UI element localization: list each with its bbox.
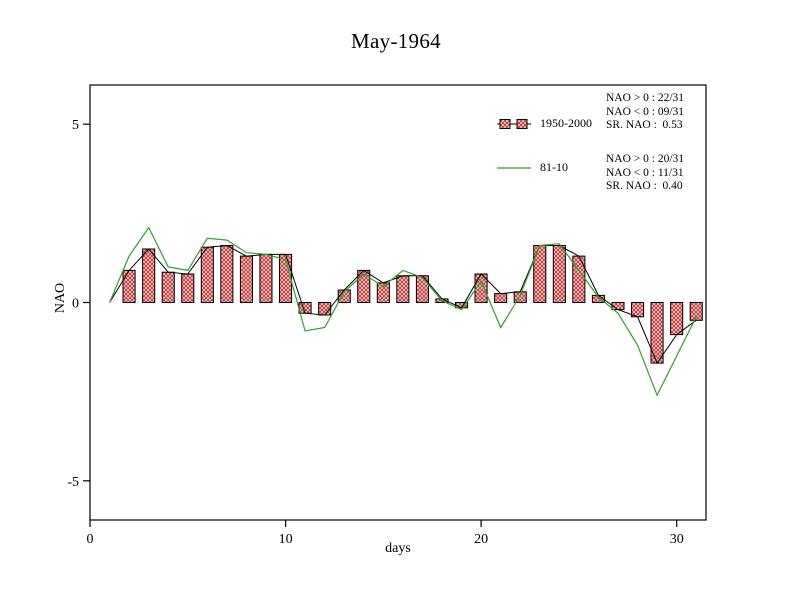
svg-text:5: 5: [72, 118, 79, 133]
legend-item-line: 81-10: [497, 160, 568, 175]
svg-text:0: 0: [72, 297, 79, 312]
svg-text:20: 20: [474, 532, 488, 547]
stat-line: NAO < 0 : 09/31: [606, 105, 685, 118]
stats-block-1950-2000: NAO > 0 : 22/31 NAO < 0 : 09/31 SR. NAO …: [606, 92, 684, 133]
stats-block-81-10: NAO > 0 : 20/31 NAO < 0 : 11/31 SR. NAO …: [606, 153, 684, 194]
legend-label-line: 81-10: [540, 160, 568, 174]
legend-label-bars: 1950-2000: [540, 116, 592, 130]
svg-text:10: 10: [279, 532, 293, 547]
svg-text:0: 0: [87, 532, 94, 547]
stat-line: SR. NAO : 0.40: [606, 180, 683, 192]
stat-line: NAO < 0 : 11/31: [606, 166, 684, 179]
svg-text:-5: -5: [67, 475, 79, 490]
hatched-bar-swatch-icon: [497, 118, 531, 129]
stat-line: SR. NAO : 0.53: [606, 119, 683, 131]
y-axis-label: NAO: [53, 282, 69, 314]
legend-item-bars: 1950-2000: [497, 116, 592, 131]
stat-line: NAO > 0 : 22/31: [606, 92, 685, 104]
stat-line: NAO > 0 : 20/31: [606, 153, 685, 165]
green-line-swatch-icon: [497, 166, 531, 169]
chart-title: May-1964: [351, 29, 441, 53]
x-axis-label: days: [385, 541, 411, 556]
svg-text:30: 30: [670, 532, 684, 547]
